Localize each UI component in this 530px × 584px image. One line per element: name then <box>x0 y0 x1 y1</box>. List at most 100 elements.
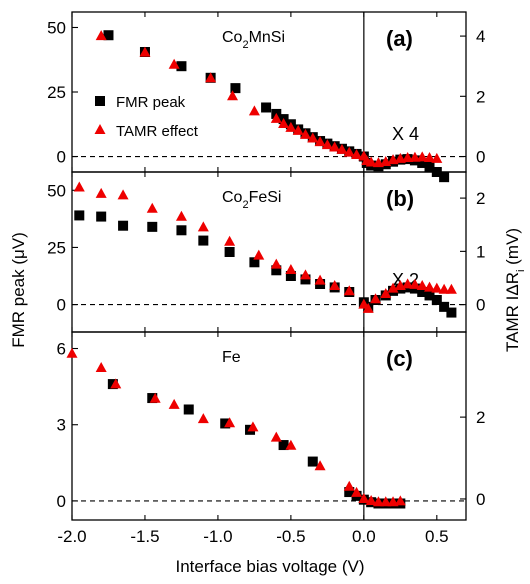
fmr-point <box>344 487 355 498</box>
tamr-point <box>445 283 457 294</box>
tamr-point <box>149 392 161 403</box>
tamr-point <box>146 202 158 213</box>
tamr-point <box>431 152 443 163</box>
fmr-point <box>285 271 296 281</box>
tamr-point <box>351 486 363 497</box>
fmr-point <box>198 235 209 246</box>
tamr-point <box>168 58 180 69</box>
right-y-tick-label: 2 <box>476 87 485 106</box>
tamr-point <box>247 421 259 432</box>
tamr-point <box>95 187 107 198</box>
fmr-point <box>446 307 457 318</box>
fmr-point <box>439 301 450 312</box>
right-y-tick-label: 1 <box>476 242 485 261</box>
fmr-point <box>424 290 435 301</box>
x-tick-label: -1.0 <box>203 527 232 546</box>
fmr-point <box>417 287 428 297</box>
fmr-point <box>220 418 231 429</box>
tamr-point <box>394 495 406 506</box>
fmr-point <box>176 225 187 236</box>
fmr-point <box>261 102 272 113</box>
tamr-point <box>248 105 260 116</box>
tamr-point <box>168 398 180 409</box>
fmr-point <box>74 210 85 221</box>
tamr-point <box>175 210 187 221</box>
tamr-point <box>117 189 129 200</box>
legend-fmr-label: FMR peak <box>116 94 186 111</box>
tamr-point <box>416 151 428 162</box>
fmr-point <box>439 172 450 183</box>
panel-letter: (b) <box>386 186 414 211</box>
panel-letter: (c) <box>386 346 413 371</box>
panel-a: 0 25 50 0 2 4 Co2MnSi (a) X 4 <box>47 11 485 183</box>
x-tick-label: 0.0 <box>352 527 376 546</box>
x-tick-label: -1.5 <box>130 527 159 546</box>
tamr-point <box>362 302 374 313</box>
panel-c: 0 3 6 0 2 Fe (c) <box>57 331 485 521</box>
tamr-point <box>402 152 414 163</box>
tamr-point <box>299 128 311 139</box>
left-y-tick-label: 0 <box>57 148 66 167</box>
tamr-point <box>314 274 326 285</box>
tamr-point <box>380 287 392 298</box>
fmr-point <box>224 247 235 257</box>
tamr-point <box>314 136 326 147</box>
material-label: Fe <box>222 349 241 366</box>
material-label: Co2FeSi <box>222 189 281 211</box>
tamr-point <box>358 492 370 503</box>
tamr-point <box>402 278 414 289</box>
material-label: Co2MnSi <box>222 29 285 51</box>
legend-tamr-marker <box>94 124 106 134</box>
tamr-point <box>365 156 377 167</box>
tamr-point <box>95 362 107 373</box>
tamr-point <box>73 181 85 192</box>
fmr-point <box>118 220 129 231</box>
tamr-point <box>270 258 282 269</box>
x-axis: -2.0 -1.5 -1.0 -0.5 0.0 0.5 <box>57 527 448 546</box>
right-y-tick-label: 0 <box>476 148 485 167</box>
tamr-point <box>285 121 297 132</box>
tamr-point <box>409 151 421 162</box>
tamr-point <box>365 495 377 506</box>
right-y-tick-label: 4 <box>476 27 485 46</box>
x-tick-label: -0.5 <box>276 527 305 546</box>
tamr-point <box>431 282 443 293</box>
left-y-tick-label: 6 <box>57 340 66 359</box>
fmr-point <box>300 274 311 285</box>
scale-label: X 4 <box>392 124 419 144</box>
fmr-point <box>417 157 428 168</box>
tamr-point <box>321 139 333 150</box>
right-y-tick-label: 0 <box>476 490 485 509</box>
tamr-point <box>329 279 341 290</box>
tamr-point <box>227 90 239 101</box>
tamr-point <box>307 132 319 143</box>
right-y-tick-label: 0 <box>476 296 485 315</box>
tamr-point <box>299 269 311 280</box>
tamr-point <box>380 496 392 507</box>
tamr-point <box>329 141 341 152</box>
x-axis-title: Interface bias voltage (V) <box>176 557 365 576</box>
tamr-point <box>224 417 236 428</box>
tamr-point <box>205 72 217 83</box>
tamr-point <box>387 282 399 293</box>
legend-fmr-marker <box>95 96 105 106</box>
tamr-point <box>409 278 421 289</box>
tamr-point <box>424 152 436 163</box>
left-y-tick-label: 25 <box>47 238 66 257</box>
tamr-point <box>343 285 355 296</box>
tamr-point <box>66 347 78 358</box>
tamr-point <box>197 221 209 232</box>
left-y-tick-label: 3 <box>57 416 66 435</box>
fmr-point <box>176 61 187 72</box>
left-y-tick-label: 50 <box>47 181 66 200</box>
fmr-point <box>431 295 442 305</box>
tamr-point <box>424 281 436 292</box>
tamr-point <box>110 378 122 389</box>
fmr-point <box>249 257 260 268</box>
right-y-axis-title: TAMR IΔRi (mV) <box>503 228 527 352</box>
panel-letter: (a) <box>386 26 413 51</box>
tamr-point <box>285 439 297 450</box>
